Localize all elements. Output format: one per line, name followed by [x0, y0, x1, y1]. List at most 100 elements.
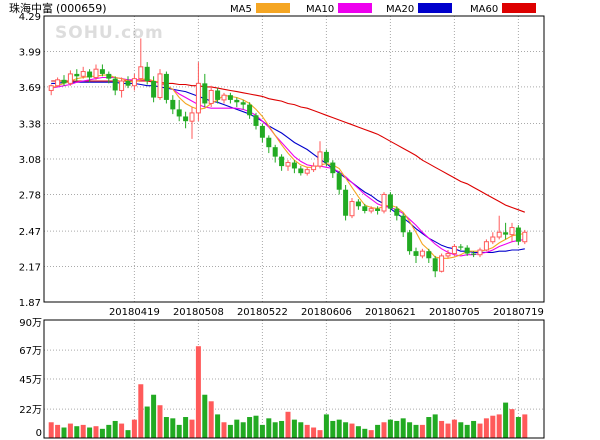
candle [304, 167, 310, 176]
candle-body [189, 112, 195, 122]
price-tick-label: 2.78 [19, 190, 41, 201]
volume-tick-label: 22万 [19, 405, 42, 416]
volume-bar [355, 426, 361, 438]
legend-label-ma10: MA10 [306, 4, 334, 15]
candle [55, 77, 61, 87]
volume-bar [426, 417, 432, 438]
volume-bar [381, 422, 387, 438]
candle [419, 248, 425, 259]
candle [151, 76, 157, 103]
candle-body [317, 151, 323, 167]
candle-body [490, 236, 496, 243]
candle-body [458, 246, 464, 248]
volume-bar [343, 422, 349, 438]
candle [355, 199, 361, 210]
price-tick-label: 3.38 [19, 120, 41, 131]
candle [266, 135, 272, 154]
legend-label-ma60: MA60 [470, 4, 498, 15]
volume-bar [496, 414, 502, 438]
price-tick-label: 2.47 [19, 227, 41, 238]
candle [343, 185, 349, 221]
candle-body [55, 79, 61, 87]
volume-tick-label: 0 [36, 428, 42, 439]
candle [80, 66, 86, 79]
candle [93, 64, 99, 80]
candle-body [131, 78, 137, 87]
volume-bar [157, 405, 163, 438]
candle-body [170, 99, 176, 110]
candle-body [522, 231, 528, 243]
candle [119, 77, 125, 98]
candle [99, 64, 105, 77]
price-panel-frame [43, 15, 545, 303]
volume-bar [394, 420, 400, 438]
volume-bar [362, 428, 368, 438]
candle [227, 92, 233, 104]
candle [509, 222, 515, 242]
volume-bar [74, 426, 80, 438]
volume-bar [195, 346, 201, 438]
volume-tick-label: 90万 [19, 318, 42, 329]
volume-bar [144, 406, 150, 438]
candle-body [195, 82, 201, 114]
candle [323, 149, 329, 167]
volume-bar [285, 411, 291, 438]
candlesticks [48, 38, 528, 278]
volume-bar [112, 420, 118, 438]
candle [375, 206, 381, 215]
candle [503, 222, 509, 240]
volume-bar [522, 414, 528, 438]
candle [253, 112, 259, 130]
candle [285, 160, 291, 171]
candle [317, 141, 323, 169]
candle-body [144, 66, 150, 81]
volume-bar [259, 424, 265, 438]
candle [445, 250, 451, 259]
volume-bar [125, 430, 131, 438]
candle [259, 123, 265, 143]
volume-bar [477, 423, 483, 438]
candle-body [451, 245, 457, 255]
volume-grid [44, 320, 544, 438]
candle-body [445, 253, 451, 257]
candle [106, 71, 112, 84]
candle-body [439, 255, 445, 272]
candle-body [349, 201, 355, 217]
volume-bar [400, 418, 406, 438]
volume-bar [93, 426, 99, 438]
candle-body [323, 151, 329, 163]
legend-swatch-ma5 [256, 3, 290, 13]
candle-body [247, 104, 253, 116]
volume-bar [291, 419, 297, 438]
volume-tick-label: 67万 [19, 346, 42, 357]
candle [483, 239, 489, 252]
candle-body [496, 231, 502, 238]
volume-bar [170, 418, 176, 438]
volume-bar [298, 422, 304, 438]
candle-body [93, 68, 99, 78]
candle [202, 73, 208, 107]
candle-body [266, 137, 272, 148]
candle-body [368, 208, 374, 212]
candle-body [99, 69, 105, 74]
chart-header: 珠海中富 (000659) MA5 MA10 MA20 MA60 [9, 1, 536, 15]
candle-body [61, 79, 67, 84]
volume-bar [48, 422, 54, 438]
price-tick-label: 1.87 [19, 298, 41, 309]
candle-body [119, 80, 125, 91]
candle [394, 206, 400, 221]
volume-bar [240, 422, 246, 438]
date-tick-label: 20180508 [173, 307, 224, 318]
volume-bar [67, 423, 73, 438]
candle [407, 229, 413, 255]
candle-body [183, 116, 189, 122]
candle [208, 85, 214, 107]
candle [471, 251, 477, 258]
volume-bar [221, 422, 227, 438]
candle [439, 253, 445, 273]
legend: MA5 MA10 MA20 MA60 [230, 3, 536, 15]
price-tick-label: 3.08 [19, 155, 41, 166]
volume-bar [419, 424, 425, 438]
candle-body [304, 169, 310, 174]
